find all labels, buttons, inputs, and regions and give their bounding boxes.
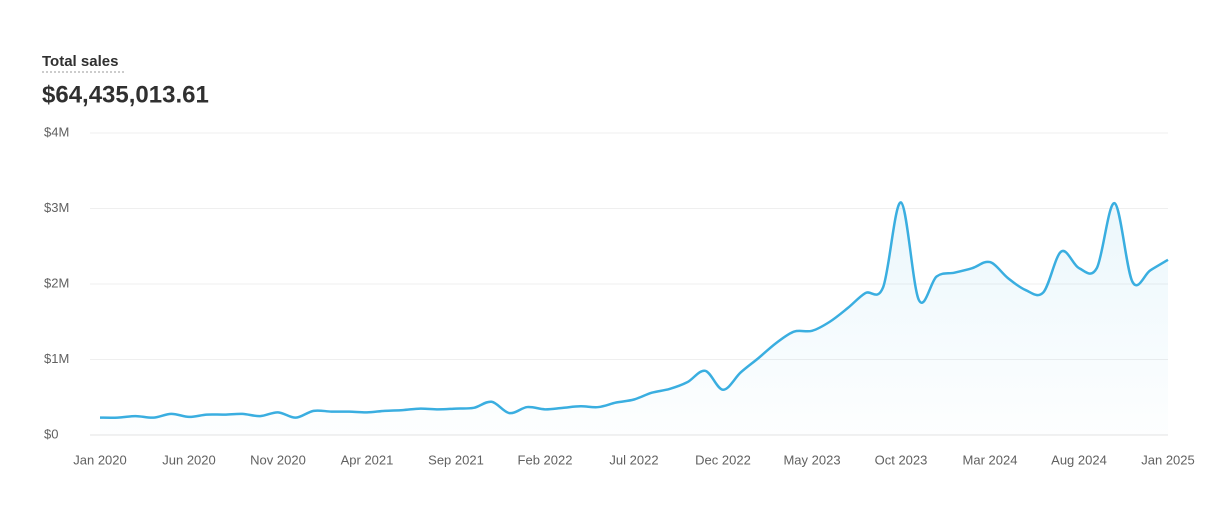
y-tick-label: $2M bbox=[44, 275, 69, 290]
line bbox=[99, 201, 1169, 419]
x-tick-label: Jun 2020 bbox=[162, 452, 216, 467]
chart-title[interactable]: Total sales bbox=[42, 53, 118, 70]
x-tick-label: Nov 2020 bbox=[250, 452, 306, 467]
y-tick-label: $0 bbox=[44, 426, 58, 441]
x-tick-label: Dec 2022 bbox=[695, 452, 751, 467]
x-tick-label: Sep 2021 bbox=[428, 452, 484, 467]
x-tick-label: Mar 2024 bbox=[963, 452, 1018, 467]
total-value: $64,435,013.61 bbox=[42, 81, 209, 108]
x-tick-label: Jan 2025 bbox=[1141, 452, 1195, 467]
y-tick-label: $1M bbox=[44, 351, 69, 366]
x-tick-label: Jan 2020 bbox=[73, 452, 127, 467]
x-tick-label: Feb 2022 bbox=[518, 452, 573, 467]
x-tick-label: Aug 2024 bbox=[1051, 452, 1107, 467]
area bbox=[100, 202, 1168, 435]
x-tick-label: Jul 2022 bbox=[609, 452, 658, 467]
x-tick-label: Apr 2021 bbox=[341, 452, 394, 467]
y-tick-label: $3M bbox=[44, 200, 69, 215]
x-tick-label: May 2023 bbox=[783, 452, 840, 467]
y-tick-label: $4M bbox=[44, 124, 69, 139]
x-tick-label: Oct 2023 bbox=[875, 452, 928, 467]
